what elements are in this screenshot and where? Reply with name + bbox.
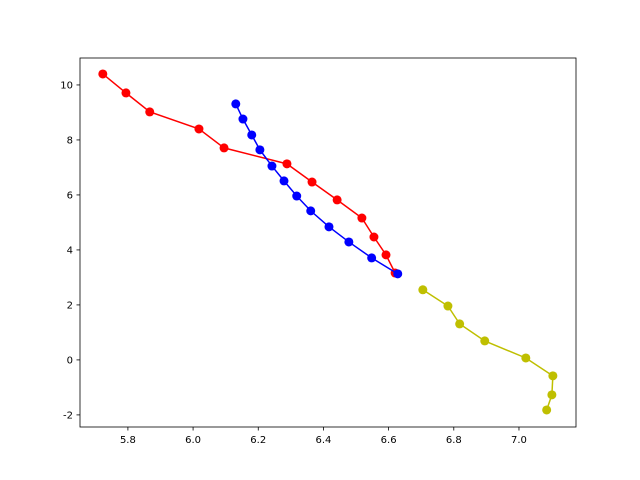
y-tick-label: -2: [63, 410, 73, 421]
x-tick-label: 6.6: [381, 435, 397, 446]
plot-frame: [79, 57, 577, 428]
y-tick-label: 6: [67, 190, 73, 201]
y-tick-label: 2: [67, 300, 73, 311]
point: [455, 319, 465, 329]
series-line: [235, 103, 399, 275]
point: [367, 253, 377, 263]
point: [306, 206, 316, 216]
point: [393, 269, 403, 279]
point: [231, 99, 241, 109]
point: [219, 143, 229, 153]
x-tick-label: 7.0: [511, 435, 527, 446]
point: [121, 88, 131, 98]
point: [307, 177, 317, 187]
point: [547, 390, 557, 400]
x-tick-label: 5.8: [120, 435, 136, 446]
point: [480, 336, 490, 346]
y-tick-label: 8: [67, 135, 73, 146]
point: [238, 114, 248, 124]
point: [381, 250, 391, 260]
x-tick-label: 6.8: [446, 435, 462, 446]
x-tick-label: 6.0: [185, 435, 201, 446]
series-line: [422, 289, 554, 411]
point: [194, 124, 204, 134]
point: [247, 130, 257, 140]
x-tick-label: 6.4: [315, 435, 331, 446]
point: [443, 301, 453, 311]
point: [255, 145, 265, 155]
point: [145, 107, 155, 117]
point: [344, 237, 354, 247]
y-tick-label: 4: [67, 245, 73, 256]
point: [98, 69, 108, 79]
x-tick-label: 6.2: [250, 435, 266, 446]
y-tick-label: 0: [67, 355, 73, 366]
point: [279, 176, 289, 186]
point: [548, 371, 558, 381]
point: [282, 159, 292, 169]
point: [369, 232, 379, 242]
point: [332, 195, 342, 205]
point: [292, 191, 302, 201]
point: [542, 405, 552, 415]
point: [521, 353, 531, 363]
point: [324, 222, 334, 232]
point: [267, 161, 277, 171]
point: [418, 285, 428, 295]
point: [357, 213, 367, 223]
y-tick-label: 10: [60, 80, 73, 91]
